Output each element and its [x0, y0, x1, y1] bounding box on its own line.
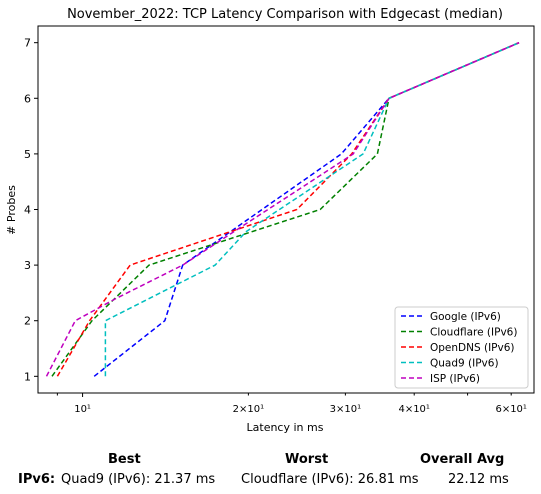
y-tick-label: 3 — [24, 259, 31, 272]
legend-label: Google (IPv6) — [430, 311, 501, 323]
summary-row-label: IPv6: — [18, 472, 56, 487]
series-lines — [45, 42, 520, 377]
legend-label: OpenDNS (IPv6) — [430, 342, 515, 354]
x-tick-label: 4×10¹ — [398, 404, 429, 415]
chart-title: November_2022: TCP Latency Comparison wi… — [67, 7, 503, 22]
y-tick-label: 2 — [24, 315, 31, 328]
x-axis-label: Latency in ms — [247, 421, 324, 434]
x-axis: 10¹ 2×10¹ 3×10¹ 4×10¹ 6×10¹ — [56, 393, 527, 415]
legend-label: Quad9 (IPv6) — [430, 358, 499, 370]
summary-avg-value: 22.12 ms — [448, 472, 509, 487]
y-tick-label: 4 — [24, 204, 31, 217]
x-tick-label: 2×10¹ — [233, 404, 264, 415]
x-tick-label: 6×10¹ — [495, 404, 526, 415]
summary-header-best: Best — [108, 452, 141, 467]
x-tick-label: 3×10¹ — [330, 404, 361, 415]
series-line-4 — [104, 42, 520, 377]
y-tick-label: 6 — [24, 92, 31, 105]
y-tick-label: 1 — [24, 370, 31, 383]
legend-label: ISP (IPv6) — [430, 373, 480, 385]
series-line-3 — [56, 42, 520, 377]
summary-best-value: Quad9 (IPv6): 21.37 ms — [61, 472, 216, 487]
legend-label: Cloudflare (IPv6) — [430, 327, 517, 339]
y-tick-label: 7 — [24, 37, 31, 50]
series-line-1 — [93, 42, 520, 377]
y-axis-label: # Probes — [5, 185, 18, 235]
summary-header-avg: Overall Avg — [420, 452, 505, 467]
summary-worst-value: Cloudflare (IPv6): 26.81 ms — [241, 472, 419, 487]
legend-box — [394, 306, 529, 389]
summary-header-worst: Worst — [285, 452, 329, 467]
legend: Google (IPv6) Cloudflare (IPv6) OpenDNS (I… — [394, 306, 529, 389]
x-tick-label: 10¹ — [74, 404, 91, 415]
y-tick-label: 5 — [24, 148, 31, 161]
y-axis: 1 2 3 4 5 6 7 — [24, 37, 38, 383]
